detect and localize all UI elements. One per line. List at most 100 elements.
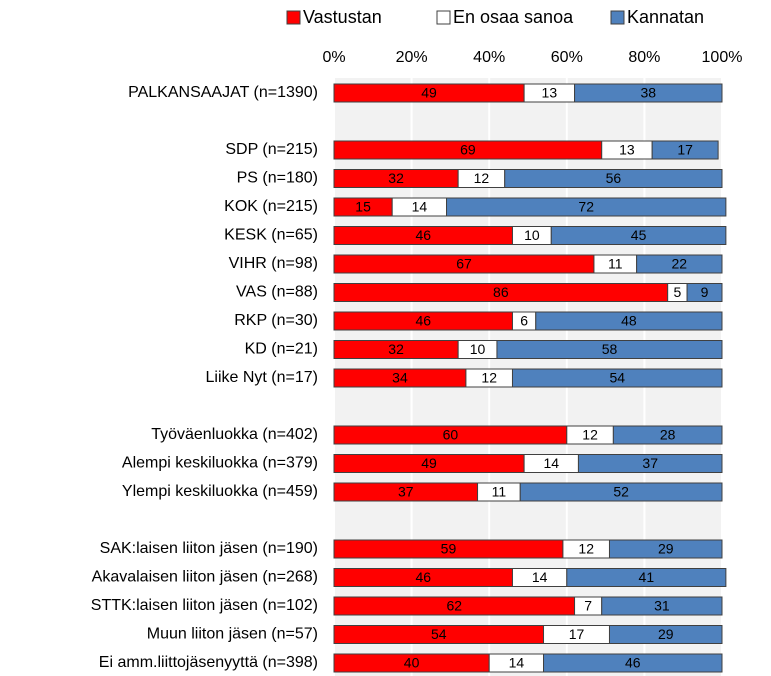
value-label: 11 [492, 484, 507, 500]
value-label: 45 [631, 227, 647, 243]
y-tick-label: SDP (n=215) [225, 141, 318, 158]
bar-segment [535, 311, 723, 331]
bar-segment [519, 482, 723, 502]
value-label: 7 [584, 598, 592, 614]
y-tick-label: SAK:laisen liiton jäsen (n=190) [100, 540, 318, 557]
value-label: 9 [701, 284, 709, 300]
value-label: 86 [493, 284, 509, 300]
value-label: 60 [443, 427, 459, 443]
bar-segment [574, 83, 723, 103]
y-tick-label: KD (n=21) [245, 341, 318, 358]
bar-segment [608, 625, 723, 644]
y-tick-label: Akavalaisen liiton jäsen (n=268) [92, 569, 318, 586]
value-label: 41 [639, 569, 655, 585]
value-label: 13 [619, 142, 635, 158]
value-label: 14 [412, 199, 428, 215]
value-label: 59 [441, 541, 457, 557]
legend-swatch [610, 10, 625, 25]
value-label: 14 [532, 569, 548, 585]
bar-segment [550, 226, 727, 245]
x-tick-label: 20% [396, 49, 428, 66]
bar-segment [496, 340, 723, 359]
legend-label: Vastustan [303, 7, 382, 27]
value-label: 34 [392, 370, 408, 386]
y-tick-label: PALKANSAAJAT (n=1390) [128, 84, 318, 101]
bar-segment [566, 568, 727, 587]
value-label: 46 [415, 313, 431, 329]
value-label: 12 [578, 541, 594, 557]
bar-segment [612, 425, 723, 445]
value-label: 54 [609, 370, 625, 386]
y-tick-label: RKP (n=30) [234, 312, 318, 329]
bar-segment [651, 140, 719, 160]
value-label: 15 [355, 199, 371, 215]
y-tick-label: Alempi keskiluokka (n=379) [122, 455, 318, 472]
value-label: 10 [470, 341, 486, 357]
value-label: 46 [625, 655, 641, 671]
y-tick-label: Ei amm.liittojäsenyyttä (n=398) [99, 654, 318, 671]
legend-swatch [286, 10, 301, 25]
value-label: 40 [404, 655, 420, 671]
y-tick-label: Liike Nyt (n=17) [206, 369, 319, 386]
x-tick-label: 80% [628, 49, 660, 66]
value-label: 17 [569, 626, 585, 642]
value-label: 37 [398, 484, 414, 500]
value-label: 69 [460, 142, 476, 158]
value-label: 29 [658, 541, 674, 557]
value-label: 14 [543, 455, 559, 471]
value-label: 31 [654, 598, 670, 614]
bar-segment [608, 539, 723, 559]
value-label: 12 [582, 427, 598, 443]
value-label: 13 [542, 85, 558, 101]
y-tick-label: PS (n=180) [237, 170, 318, 187]
y-tick-label: STTK:laisen liiton jäsen (n=102) [91, 597, 318, 614]
legend-label: Kannatan [627, 7, 704, 27]
value-label: 67 [456, 256, 472, 272]
y-tick-label: Työväenluokka (n=402) [151, 426, 318, 443]
y-tick-label: VIHR (n=98) [229, 255, 318, 272]
y-tick-label: KOK (n=215) [224, 198, 318, 215]
value-label: 5 [673, 284, 681, 300]
value-label: 6 [520, 313, 528, 329]
value-label: 28 [660, 427, 676, 443]
value-label: 11 [608, 256, 623, 272]
value-label: 54 [431, 626, 447, 642]
bar-segment [511, 368, 723, 388]
value-label: 29 [658, 626, 674, 642]
bar-segment [446, 197, 727, 217]
x-tick-label: 60% [551, 49, 583, 66]
x-tick-label: 0% [322, 49, 345, 66]
value-label: 32 [388, 341, 404, 357]
bar-segment [636, 254, 723, 274]
value-label: 58 [602, 341, 618, 357]
value-label: 72 [578, 199, 594, 215]
value-label: 17 [677, 142, 693, 158]
bar-segment [601, 596, 723, 616]
value-label: 46 [415, 227, 431, 243]
value-label: 14 [509, 655, 525, 671]
bar-segment [504, 169, 723, 188]
value-label: 12 [474, 170, 490, 186]
value-label: 12 [481, 370, 497, 386]
value-label: 37 [642, 455, 658, 471]
value-label: 56 [606, 170, 622, 186]
y-tick-label: Ylempi keskiluokka (n=459) [122, 483, 318, 500]
value-label: 46 [415, 569, 431, 585]
value-label: 22 [672, 256, 688, 272]
bar-segment [543, 653, 723, 673]
y-tick-label: Muun liiton jäsen (n=57) [147, 626, 318, 643]
value-label: 38 [640, 85, 656, 101]
x-tick-label: 100% [702, 49, 743, 66]
value-label: 62 [446, 598, 462, 614]
value-label: 52 [613, 484, 629, 500]
x-tick-label: 40% [473, 49, 505, 66]
value-label: 10 [524, 227, 540, 243]
y-tick-label: KESK (n=65) [224, 227, 318, 244]
y-tick-label: VAS (n=88) [236, 284, 318, 301]
value-label: 49 [421, 455, 437, 471]
legend-label: En osaa sanoa [453, 7, 574, 27]
value-label: 32 [388, 170, 404, 186]
legend-swatch [436, 10, 451, 25]
value-label: 48 [621, 313, 637, 329]
